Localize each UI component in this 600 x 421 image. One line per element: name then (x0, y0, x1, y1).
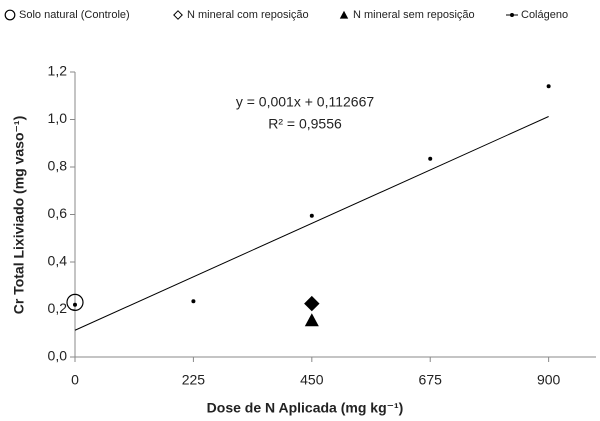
y-tick-label: 0,4 (48, 253, 68, 269)
y-axis-title: Cr Total Lixiviado (mg vaso⁻¹) (11, 116, 27, 315)
equation: y = 0,001x + 0,112667 (236, 94, 375, 110)
trendline (74, 116, 549, 331)
y-tick-label: 0,2 (48, 300, 68, 316)
marker (191, 299, 196, 304)
legend-label: N mineral sem reposição (353, 9, 475, 21)
legend-label: Colágeno (521, 9, 568, 21)
y-tick-label: 0,8 (48, 158, 68, 174)
x-tick-label: 675 (419, 372, 443, 388)
y-tick-label: 0,0 (48, 348, 68, 364)
legend-label: Solo natural (Controle) (19, 9, 130, 21)
y-tick-label: 0,6 (48, 205, 68, 221)
marker (546, 84, 551, 89)
x-tick-label: 0 (71, 372, 79, 388)
marker (304, 313, 319, 327)
x-tick-label: 225 (182, 372, 206, 388)
marker (304, 295, 320, 312)
marker (4, 9, 16, 21)
marker (339, 10, 349, 19)
y-tick-label: 1,0 (48, 110, 68, 126)
marker (173, 10, 183, 20)
marker (309, 213, 314, 218)
marker (428, 156, 433, 161)
marker (73, 302, 77, 307)
x-tick-label: 900 (537, 372, 561, 388)
legend-label: N mineral com reposição (187, 9, 309, 21)
x-tick-label: 450 (300, 372, 324, 388)
legend: Solo natural (Controle) N mineral com rep… (4, 9, 568, 21)
r-squared: R² = 0,9556 (268, 116, 342, 132)
y-tick-label: 1,2 (48, 63, 68, 79)
marker (510, 13, 514, 17)
marker (66, 293, 84, 311)
x-axis-title: Dose de N Aplicada (mg kg⁻¹) (207, 400, 404, 416)
